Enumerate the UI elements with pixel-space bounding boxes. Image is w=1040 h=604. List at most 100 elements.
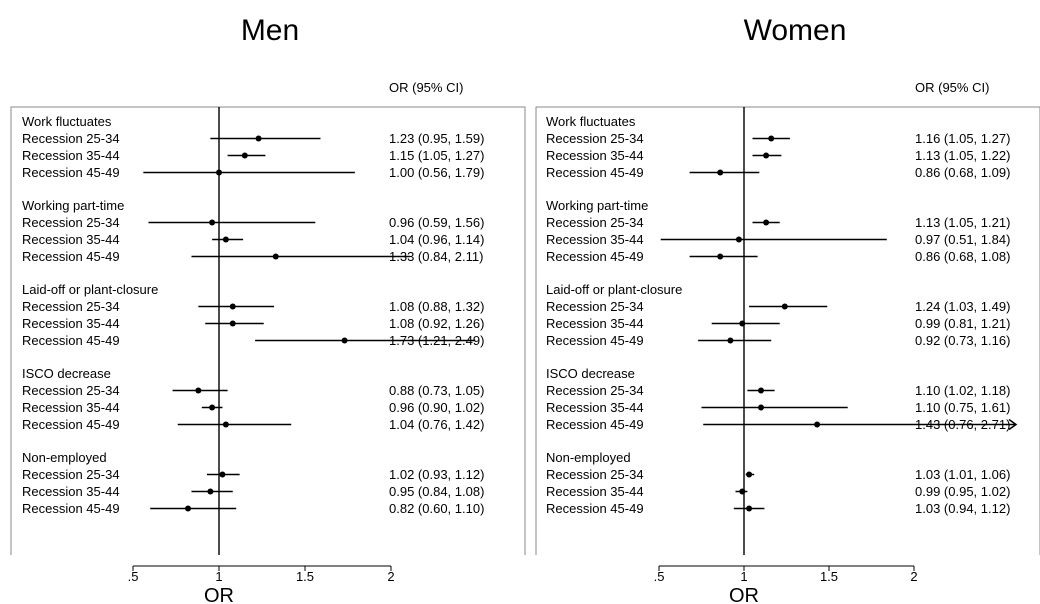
point-estimate [272,253,279,260]
x-tick-label: .5 [654,569,665,584]
row-label: Recession 25-34 [546,299,644,314]
row-label: Recession 35-44 [22,316,120,331]
group-label: Non-employed [546,450,631,465]
row-label: Recession 25-34 [22,299,120,314]
or-ci-text: 1.23 (0.95, 1.59) [389,131,484,146]
point-estimate [185,505,192,512]
or-ci-text: 0.88 (0.73, 1.05) [389,383,484,398]
point-estimate [739,320,746,327]
row-label: Recession 25-34 [546,383,644,398]
row-label: Recession 45-49 [22,501,120,516]
column-header: OR (95% CI) [389,80,463,95]
point-estimate [222,236,229,243]
or-ci-text: 1.00 (0.56, 1.79) [389,165,484,180]
point-estimate [763,219,770,226]
point-estimate [763,152,770,159]
group-label: Non-employed [22,450,107,465]
or-ci-text: 1.13 (1.05, 1.22) [915,148,1010,163]
group-label: Work fluctuates [546,114,636,129]
row-label: Recession 35-44 [22,400,120,415]
row-label: Recession 25-34 [546,215,644,230]
or-ci-text: 1.04 (0.96, 1.14) [389,232,484,247]
point-estimate [717,169,724,176]
or-ci-text: 1.13 (1.05, 1.21) [915,215,1010,230]
row-label: Recession 45-49 [22,165,120,180]
or-ci-text: 1.02 (0.93, 1.12) [389,467,484,482]
point-estimate [216,169,222,176]
point-estimate [781,303,788,310]
or-ci-text: 1.08 (0.92, 1.26) [389,316,484,331]
point-estimate [255,135,262,142]
row-label: Recession 35-44 [546,232,644,247]
plot-frame [10,106,526,555]
row-label: Recession 25-34 [546,467,644,482]
group-label: Laid-off or plant-closure [22,282,158,297]
or-ci-text: 0.99 (0.95, 1.02) [915,484,1010,499]
point-estimate [207,488,214,495]
point-estimate [768,135,775,142]
point-estimate [746,471,753,478]
or-ci-text: 1.24 (1.03, 1.49) [915,299,1010,314]
group-label: ISCO decrease [22,366,111,381]
point-estimate [219,471,226,478]
point-estimate [735,236,742,243]
or-ci-text: 0.99 (0.81, 1.21) [915,316,1010,331]
row-label: Recession 45-49 [546,249,644,264]
x-axis-title: OR [204,585,234,604]
panel-women: Women OR (95% CI) .5 1 1.5 2 OR Work fluctuates… [535,14,1040,604]
or-ci-text: 0.95 (0.84, 1.08) [389,484,484,499]
x-tick-label: 1 [215,569,222,584]
or-ci-text: 1.10 (0.75, 1.61) [915,400,1010,415]
or-ci-text: 0.96 (0.59, 1.56) [389,215,484,230]
row-label: Recession 45-49 [546,333,644,348]
group-label: Work fluctuates [22,114,112,129]
panel-title: Men [241,14,299,47]
point-estimate [209,404,216,411]
or-ci-text: 1.04 (0.76, 1.42) [389,417,484,432]
point-estimate [209,219,216,226]
point-estimate [229,303,236,310]
group-label: ISCO decrease [546,366,635,381]
or-ci-text: 1.10 (1.02, 1.18) [915,383,1010,398]
point-estimate [814,421,821,428]
row-label: Recession 45-49 [546,165,644,180]
or-ci-text: 0.86 (0.68, 1.08) [915,249,1010,264]
row-label: Recession 35-44 [546,400,644,415]
row-label: Recession 35-44 [546,148,644,163]
or-ci-text: 0.86 (0.68, 1.09) [915,165,1010,180]
group-label: Working part-time [546,198,648,213]
panel-men: Men OR (95% CI) .5 1 1.5 2 OR Work fluctuates Re… [10,14,526,604]
or-ci-text: 1.16 (1.05, 1.27) [915,131,1010,146]
point-estimate [717,253,724,260]
x-tick-label: .5 [128,569,139,584]
column-header: OR (95% CI) [915,80,989,95]
point-estimate [739,488,746,495]
row-label: Recession 35-44 [22,484,120,499]
or-ci-text: 1.08 (0.88, 1.32) [389,299,484,314]
row-label: Recession 45-49 [22,333,120,348]
row-label: Recession 45-49 [22,249,120,264]
or-ci-text: 1.15 (1.05, 1.27) [389,148,484,163]
or-ci-text: 1.03 (0.94, 1.12) [915,501,1010,516]
plot-frame [535,106,1040,555]
row-label: Recession 25-34 [22,467,120,482]
x-tick-label: 1 [740,569,747,584]
row-label: Recession 35-44 [22,148,120,163]
or-ci-text: 0.82 (0.60, 1.10) [389,501,484,516]
row-label: Recession 45-49 [546,417,644,432]
point-estimate [241,152,248,159]
point-estimate [229,320,236,327]
x-tick-label: 1.5 [820,569,838,584]
point-estimate [727,337,734,344]
point-estimate [195,387,202,394]
or-ci-text: 1.03 (1.01, 1.06) [915,467,1010,482]
row-label: Recession 25-34 [22,215,120,230]
ci-arrow [1008,418,1018,431]
group-label: Laid-off or plant-closure [546,282,682,297]
row-label: Recession 35-44 [546,484,644,499]
x-axis-title: OR [729,585,759,604]
x-tick-label: 2 [387,569,394,584]
row-label: Recession 45-49 [546,501,644,516]
point-estimate [758,404,764,411]
